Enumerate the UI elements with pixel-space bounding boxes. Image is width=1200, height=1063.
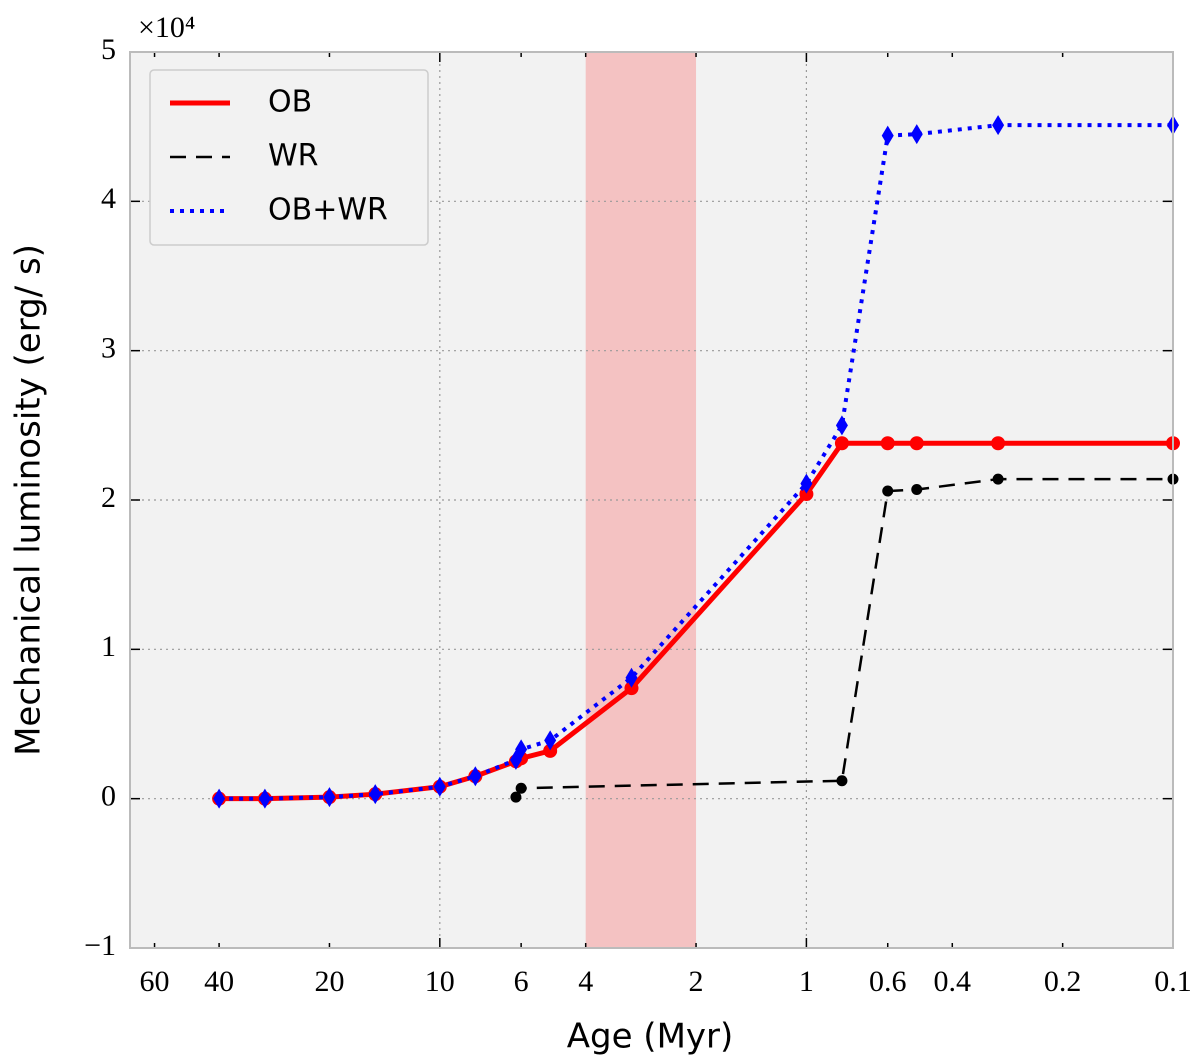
marker [911,484,923,496]
marker [469,766,482,787]
x-tick-label: 2 [689,965,704,998]
marker [543,743,558,758]
marker [835,415,848,436]
x-tick-label: 0.2 [1044,965,1082,998]
marker [258,788,271,809]
y-tick-label: −1 [84,929,116,962]
marker [515,782,527,794]
plot-frame [129,51,1174,949]
legend-label: OB [268,85,312,120]
y-tick-label: 2 [101,481,116,514]
marker [834,436,849,451]
marker [323,787,336,808]
marker [544,730,557,751]
marker [800,473,813,494]
x-tick-label: 0.1 [1154,965,1192,998]
y-offset-label: ×10⁴ [138,11,195,44]
legend-label: WR [268,139,319,174]
series-line [219,123,1173,801]
x-axis-label: Age (Myr) [567,1017,734,1057]
y-tick-label: 1 [101,630,116,663]
marker [992,115,1005,136]
legend-label: OB+WR [268,193,388,228]
marker [881,125,894,146]
x-tick-label: 1 [799,965,814,998]
marker [992,473,1004,485]
marker [624,681,639,696]
y-tick-label: 4 [101,182,116,215]
marker [433,776,446,797]
y-tick-label: 0 [101,780,116,813]
x-tick-label: 10 [425,965,455,998]
marker [882,485,894,497]
marker [515,739,528,760]
marker [991,436,1006,451]
marker [910,124,923,145]
x-tick-label: 0.6 [869,965,907,998]
x-tick-label: 6 [514,965,529,998]
x-tick-label: 20 [314,965,344,998]
marker [880,436,895,451]
marker [909,436,924,451]
x-tick-label: 60 [140,965,170,998]
y-tick-label: 3 [101,332,116,365]
marker [799,487,814,502]
marker [213,788,226,809]
legend-box [149,69,429,246]
y-tick-label: 5 [101,33,116,66]
x-tick-label: 0.4 [934,965,972,998]
x-tick-label: 40 [204,965,234,998]
x-tick-label: 4 [578,965,593,998]
marker [836,775,848,787]
marker [369,784,382,805]
y-axis-label: Mechanical luminosity (erg/ s) [9,244,49,756]
marker [510,791,522,803]
marker [625,667,638,688]
